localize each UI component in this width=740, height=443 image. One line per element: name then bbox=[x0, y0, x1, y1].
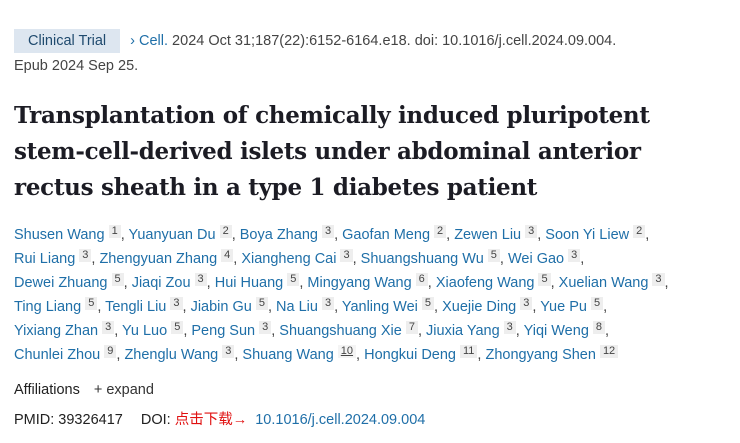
affiliation-number[interactable]: 8 bbox=[592, 321, 606, 334]
affiliation-number[interactable]: 9 bbox=[104, 345, 117, 358]
author-link[interactable]: Zhengyuan Zhang bbox=[99, 251, 218, 267]
author-link[interactable]: Shusen Wang bbox=[14, 227, 105, 243]
author-link[interactable]: Yuanyuan Du bbox=[128, 227, 216, 243]
affiliation-number[interactable]: 11 bbox=[460, 345, 478, 358]
author-row: Yixiang Zhan 3, Yu Luo 5, Peng Sun 3, Shuan… bbox=[14, 321, 610, 339]
author-link[interactable]: Rui Liang bbox=[14, 251, 76, 267]
author-link[interactable]: Gaofan Meng bbox=[342, 227, 431, 243]
author-link[interactable]: Boya Zhang bbox=[239, 227, 318, 243]
download-link[interactable]: 点击下载→ bbox=[174, 412, 248, 428]
affiliation-number[interactable]: 2 bbox=[219, 225, 232, 238]
affiliation-number[interactable]: 2 bbox=[434, 225, 447, 238]
author-row: Chunlei Zhou 9, Zhenglu Wang 3, Shuang Wan… bbox=[14, 343, 734, 367]
affiliation-number[interactable]: 5 bbox=[171, 321, 184, 334]
affiliation-number[interactable]: 6 bbox=[415, 273, 428, 286]
citation-details: 2024 Oct 31;187(22):6152-6164.e18. doi: … bbox=[168, 33, 617, 49]
affiliation-number[interactable]: 3 bbox=[321, 225, 335, 238]
affiliation-number[interactable]: 10 bbox=[337, 345, 357, 358]
author-link[interactable]: Xuelian Wang bbox=[558, 275, 649, 291]
affiliation-number[interactable]: 5 bbox=[111, 273, 124, 286]
epub-date: Epub 2024 Sep 25. bbox=[14, 58, 139, 74]
author-link[interactable]: Hongkui Deng bbox=[364, 347, 456, 363]
affiliation-number[interactable]: 5 bbox=[421, 297, 435, 310]
author-link[interactable]: Xiaofeng Wang bbox=[435, 275, 535, 291]
author-link[interactable]: Dewei Zhuang bbox=[14, 275, 108, 291]
author-link[interactable]: Jiuxia Yang bbox=[426, 323, 500, 339]
author-link[interactable]: Xuejie Ding bbox=[442, 299, 517, 315]
affiliation-number[interactable]: 7 bbox=[405, 321, 418, 334]
affiliation-number[interactable]: 5 bbox=[85, 297, 98, 310]
author-link[interactable]: Zhenglu Wang bbox=[124, 347, 219, 363]
author-link[interactable]: Tengli Liu bbox=[105, 299, 167, 315]
author-row: Shusen Wang 1, Yuanyuan Du 2, Boya Zhang 3,… bbox=[14, 225, 650, 243]
plus-icon: + bbox=[93, 382, 103, 398]
publication-type-badge: Clinical Trial bbox=[14, 29, 121, 53]
affiliation-number[interactable]: 3 bbox=[321, 297, 335, 310]
author-link[interactable]: Shuang Wang bbox=[242, 347, 334, 363]
author-link[interactable]: Shuangshuang Xie bbox=[279, 323, 402, 339]
affiliation-number[interactable]: 1 bbox=[108, 225, 121, 238]
author-link[interactable]: Wei Gao bbox=[507, 251, 565, 267]
affiliations-section: Affiliations + expand bbox=[14, 382, 154, 398]
affiliation-number[interactable]: 3 bbox=[102, 321, 115, 334]
author-link[interactable]: Jiabin Gu bbox=[190, 299, 252, 315]
affiliation-number[interactable]: 3 bbox=[194, 273, 207, 286]
author-link[interactable]: Soon Yi Liew bbox=[545, 227, 630, 243]
affiliation-number[interactable]: 5 bbox=[255, 297, 268, 310]
affiliation-number[interactable]: 3 bbox=[79, 249, 92, 262]
doi-link[interactable]: 10.1016/j.cell.2024.09.004 bbox=[255, 412, 426, 428]
journal-link[interactable]: Cell. bbox=[139, 33, 169, 49]
author-link[interactable]: Jiaqi Zou bbox=[131, 275, 191, 291]
affiliations-label: Affiliations bbox=[14, 382, 80, 398]
affiliation-number[interactable]: 12 bbox=[599, 345, 619, 358]
affiliation-number[interactable]: 3 bbox=[170, 297, 183, 310]
affiliation-number[interactable]: 3 bbox=[520, 297, 533, 310]
author-link[interactable]: Zewen Liu bbox=[454, 227, 522, 243]
affiliation-number[interactable]: 5 bbox=[538, 273, 551, 286]
article-title: Transplantation of chemically induced pl… bbox=[14, 102, 650, 201]
author-row: Rui Liang 3, Zhengyuan Zhang 4, Xiangheng … bbox=[14, 249, 585, 267]
author-link[interactable]: Ting Liang bbox=[14, 299, 82, 315]
affiliation-number[interactable]: 5 bbox=[287, 273, 300, 286]
affiliation-number[interactable]: 2 bbox=[633, 225, 646, 238]
affiliation-number[interactable]: 3 bbox=[652, 273, 665, 286]
affiliation-number[interactable]: 5 bbox=[487, 249, 500, 262]
author-link[interactable]: Chunlei Zhou bbox=[14, 347, 101, 363]
authors-list: Shusen Wang 1, Yuanyuan Du 2, Boya Zhang 3,… bbox=[14, 223, 734, 367]
author-link[interactable]: Mingyang Wang bbox=[307, 275, 412, 291]
author-link[interactable]: Yixiang Zhan bbox=[14, 323, 99, 339]
affiliation-number[interactable]: 3 bbox=[222, 345, 235, 358]
author-link[interactable]: Shuangshuang Wu bbox=[360, 251, 484, 267]
affiliations-expand-button[interactable]: + expand bbox=[94, 382, 154, 398]
author-link[interactable]: Yu Luo bbox=[122, 323, 168, 339]
identifiers: PMID: 39326417 DOI: 点击下载→ 10.1016/j.cell… bbox=[14, 408, 425, 429]
affiliation-number[interactable]: 3 bbox=[568, 249, 581, 262]
doi-label: DOI: bbox=[140, 412, 171, 428]
author-link[interactable]: Yue Pu bbox=[540, 299, 587, 315]
pmid: PMID: 39326417 bbox=[14, 412, 123, 428]
affiliation-number[interactable]: 3 bbox=[340, 249, 353, 262]
author-link[interactable]: Yiqi Weng bbox=[523, 323, 589, 339]
expand-label: expand bbox=[106, 382, 154, 398]
author-link[interactable]: Xiangheng Cai bbox=[241, 251, 337, 267]
author-link[interactable]: Peng Sun bbox=[191, 323, 256, 339]
author-link[interactable]: Hui Huang bbox=[214, 275, 284, 291]
affiliation-number[interactable]: 3 bbox=[503, 321, 516, 334]
affiliation-number[interactable]: 4 bbox=[221, 249, 234, 262]
author-link[interactable]: Yanling Wei bbox=[341, 299, 418, 315]
author-link[interactable]: Zhongyang Shen bbox=[485, 347, 596, 363]
author-link[interactable]: Na Liu bbox=[276, 299, 318, 315]
citation-line: Clinical Trial › Cell. 2024 Oct 31;187(22)… bbox=[14, 26, 734, 56]
author-row: Ting Liang 5, Tengli Liu 3, Jiabin Gu 5, Na… bbox=[14, 297, 608, 315]
affiliation-number[interactable]: 3 bbox=[525, 225, 538, 238]
affiliation-number[interactable]: 3 bbox=[259, 321, 272, 334]
author-row: Dewei Zhuang 5, Jiaqi Zou 3, Hui Huang 5, M… bbox=[14, 273, 669, 291]
affiliation-number[interactable]: 5 bbox=[590, 297, 604, 310]
chevron-right-icon: › bbox=[130, 33, 136, 49]
